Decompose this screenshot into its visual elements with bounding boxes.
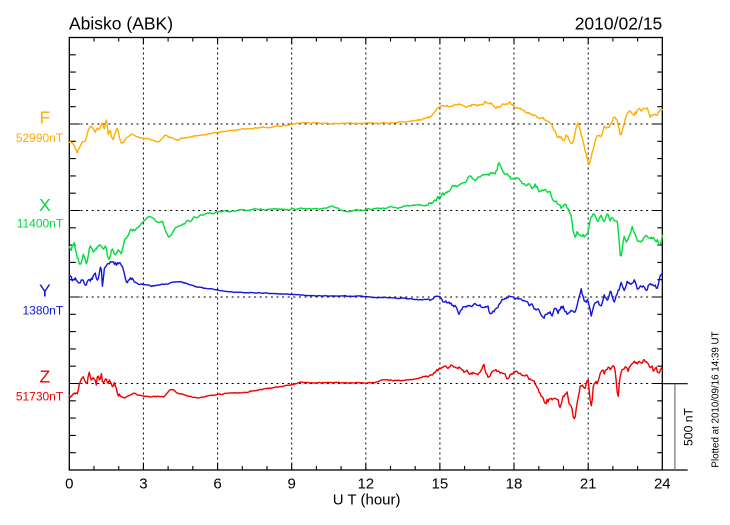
svg-text:15: 15 [432, 475, 449, 492]
svg-text:500 nT: 500 nT [682, 407, 696, 445]
svg-text:12: 12 [357, 475, 374, 492]
svg-text:2010/02/15: 2010/02/15 [575, 14, 663, 34]
svg-text:51730nT: 51730nT [16, 389, 64, 403]
svg-text:52990nT: 52990nT [16, 131, 64, 145]
svg-text:11400nT: 11400nT [17, 216, 64, 230]
svg-text:Z: Z [39, 367, 50, 387]
svg-text:0: 0 [65, 475, 73, 492]
svg-text:1380nT: 1380nT [22, 303, 63, 317]
svg-text:Plotted at 2010/09/16 14:39 UT: Plotted at 2010/09/16 14:39 UT [711, 331, 722, 467]
svg-text:18: 18 [506, 475, 523, 492]
svg-text:24: 24 [654, 475, 671, 492]
svg-text:9: 9 [288, 475, 296, 492]
svg-text:21: 21 [580, 475, 597, 492]
svg-text:Abisko (ABK): Abisko (ABK) [69, 14, 173, 34]
svg-text:X: X [39, 195, 51, 215]
svg-text:3: 3 [139, 475, 147, 492]
svg-text:F: F [39, 108, 50, 128]
svg-text:6: 6 [213, 475, 221, 492]
svg-text:U T (hour): U T (hour) [333, 492, 401, 509]
svg-text:Y: Y [39, 281, 51, 301]
